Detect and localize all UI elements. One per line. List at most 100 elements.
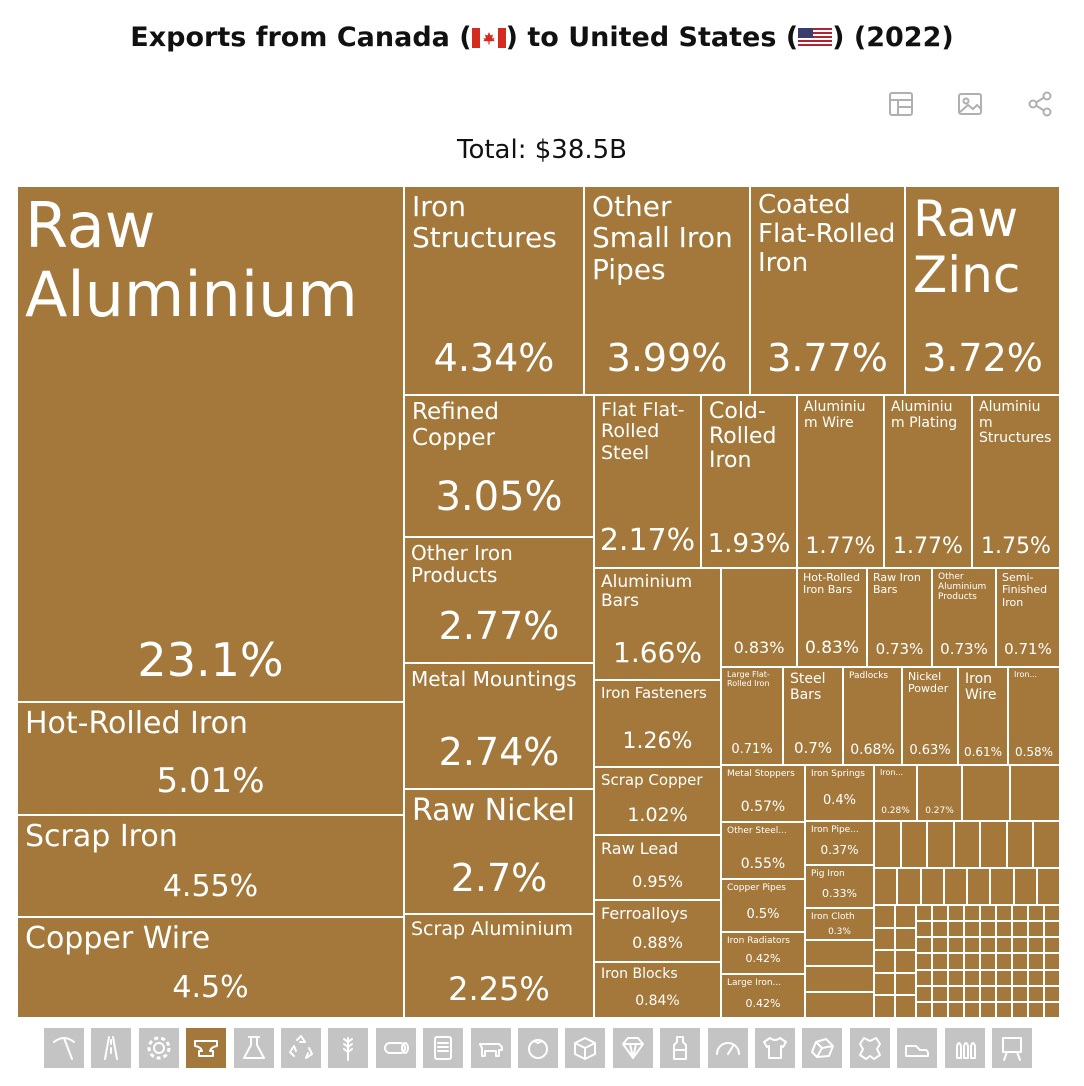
treemap-tile-item-45[interactable]: 0.27% (917, 765, 962, 821)
treemap-tile-small[interactable] (932, 985, 948, 1002)
treemap-tile-small[interactable] (948, 921, 964, 938)
treemap-tile-small[interactable] (980, 1001, 996, 1018)
treemap-tile-small[interactable] (964, 1001, 980, 1018)
treemap-tile-small[interactable] (805, 940, 874, 966)
treemap-tile-small[interactable] (874, 972, 895, 996)
treemap-tile-small[interactable] (874, 905, 895, 928)
treemap-tile-small[interactable] (980, 969, 996, 986)
treemap-tile-small[interactable] (932, 969, 948, 986)
treemap-tile-small[interactable] (916, 921, 932, 938)
treemap-tile-small[interactable] (916, 905, 932, 922)
treemap-tile-small[interactable] (1010, 765, 1060, 821)
treemap-tile-small[interactable] (980, 921, 996, 938)
treemap-tile-small[interactable] (964, 953, 980, 970)
treemap-tile-raw-aluminium-0[interactable]: Raw Aluminium 23.1% (17, 186, 404, 702)
treemap-tile-small[interactable] (1013, 868, 1037, 905)
treemap-tile-small[interactable] (932, 921, 948, 938)
treemap-tile-aluminium-plating-16[interactable]: Aluminium Plating 1.77% (884, 395, 972, 568)
treemap-tile-other-small-iron-pipes-5[interactable]: Other Small Iron Pipes 3.99% (584, 186, 750, 395)
treemap-tile-small[interactable] (916, 985, 932, 1002)
category-shoe-button[interactable] (897, 1028, 938, 1068)
treemap-tile-small[interactable] (897, 868, 921, 905)
treemap-tile-item-24[interactable]: 0.83% (721, 568, 797, 667)
treemap-tile-metal-mountings-10[interactable]: Metal Mountings 2.74% (404, 663, 594, 789)
treemap-tile-small[interactable] (895, 905, 916, 928)
treemap-tile-other-steel-36[interactable]: Other Steel... 0.55% (721, 822, 805, 879)
treemap-tile-small[interactable] (948, 905, 964, 922)
category-recycle-button[interactable] (281, 1028, 321, 1068)
treemap-tile-small[interactable] (874, 821, 901, 868)
treemap-tile-small[interactable] (916, 969, 932, 986)
treemap-tile-small[interactable] (1028, 921, 1044, 938)
treemap-tile-ferroalloys-22[interactable]: Ferroalloys 0.88% (594, 900, 721, 962)
treemap-tile-small[interactable] (980, 821, 1007, 868)
treemap-tile-flat-flat-rolled-steel-13[interactable]: Flat Flat-Rolled Steel 2.17% (594, 395, 701, 568)
treemap-tile-small[interactable] (916, 937, 932, 954)
category-bullets-button[interactable] (944, 1028, 985, 1068)
treemap-tile-small[interactable] (1044, 985, 1060, 1002)
treemap-tile-steel-bars-30[interactable]: Steel Bars 0.7% (783, 667, 843, 765)
treemap-tile-raw-nickel-11[interactable]: Raw Nickel 2.7% (404, 789, 594, 914)
treemap-tile-small[interactable] (895, 927, 916, 951)
treemap-tile-small[interactable] (996, 969, 1012, 986)
treemap-tile-small[interactable] (932, 1001, 948, 1018)
treemap-tile-small[interactable] (916, 1001, 932, 1018)
category-easel-button[interactable] (992, 1028, 1032, 1068)
treemap-tile-small[interactable] (1006, 821, 1034, 868)
treemap-tile-small[interactable] (1028, 953, 1044, 970)
treemap-tile-raw-lead-21[interactable]: Raw Lead 0.95% (594, 835, 721, 900)
category-shirt-button[interactable] (755, 1028, 795, 1068)
treemap-tile-iron-wire-33[interactable]: Iron Wire 0.61% (958, 667, 1008, 765)
treemap-tile-refined-copper-8[interactable]: Refined Copper 3.05% (404, 395, 594, 537)
treemap-tile-small[interactable] (874, 927, 895, 951)
treemap-tile-other-iron-products-9[interactable]: Other Iron Products 2.77% (404, 537, 594, 663)
treemap-tile-small[interactable] (964, 985, 980, 1002)
category-stone-button[interactable] (802, 1028, 843, 1068)
treemap-tile-cold-rolled-iron-14[interactable]: Cold-Rolled Iron 1.93% (701, 395, 797, 568)
treemap-tile-small[interactable] (990, 868, 1014, 905)
treemap-tile-small[interactable] (948, 937, 964, 954)
category-bottle-button[interactable] (660, 1028, 701, 1068)
treemap-tile-small[interactable] (895, 972, 916, 996)
treemap-tile-small[interactable] (948, 953, 964, 970)
treemap-tile-semi-finished-iron-28[interactable]: Semi-Finished Iron 0.71% (996, 568, 1060, 667)
treemap-tile-iron-springs-40[interactable]: Iron Springs 0.4% (805, 765, 874, 821)
treemap-tile-small[interactable] (1028, 1001, 1044, 1018)
treemap-tile-small[interactable] (996, 921, 1012, 938)
treemap-tile-small[interactable] (1012, 969, 1028, 986)
treemap-tile-small[interactable] (1012, 905, 1028, 922)
treemap-tile-iron-blocks-23[interactable]: Iron Blocks 0.84% (594, 962, 721, 1018)
treemap-tile-small[interactable] (900, 821, 928, 868)
category-document-button[interactable] (423, 1028, 464, 1068)
treemap-tile-small[interactable] (932, 905, 948, 922)
category-diamond-button[interactable] (612, 1028, 653, 1068)
table-icon[interactable] (887, 90, 915, 118)
treemap-tile-aluminium-bars-18[interactable]: Aluminium Bars 1.66% (594, 568, 721, 680)
category-hide-button[interactable] (849, 1028, 890, 1068)
share-icon[interactable] (1026, 90, 1054, 118)
treemap-tile-small[interactable] (996, 937, 1012, 954)
treemap-tile-small[interactable] (1044, 905, 1060, 922)
treemap-tile-small[interactable] (962, 765, 1010, 821)
treemap-tile-small[interactable] (927, 821, 954, 868)
image-icon[interactable] (956, 90, 984, 118)
treemap-tile-small[interactable] (874, 950, 895, 973)
treemap-tile-raw-zinc-7[interactable]: Raw Zinc 3.72% (905, 186, 1060, 395)
category-road-button[interactable] (91, 1028, 132, 1068)
category-anvil-button[interactable] (186, 1028, 227, 1068)
treemap-tile-small[interactable] (1012, 937, 1028, 954)
treemap-tile-small[interactable] (1044, 937, 1060, 954)
treemap-tile-scrap-copper-20[interactable]: Scrap Copper 1.02% (594, 767, 721, 835)
treemap-tile-small[interactable] (895, 950, 916, 973)
treemap-tile-scrap-iron-2[interactable]: Scrap Iron 4.55% (17, 815, 404, 917)
treemap-tile-large-flat-rolled-iron-29[interactable]: Large Flat-Rolled Iron 0.71% (721, 667, 783, 765)
treemap-tile-iron-radiators-38[interactable]: Iron Radiators 0.42% (721, 932, 805, 974)
treemap-tile-iron-34[interactable]: Iron... 0.58% (1008, 667, 1060, 765)
treemap-tile-small[interactable] (895, 995, 916, 1018)
treemap-tile-small[interactable] (996, 985, 1012, 1002)
treemap-tile-metal-stoppers-35[interactable]: Metal Stoppers 0.57% (721, 765, 805, 822)
treemap-tile-small[interactable] (1012, 921, 1028, 938)
category-wheat-button[interactable] (328, 1028, 369, 1068)
treemap-tile-aluminium-wire-15[interactable]: Aluminium Wire 1.77% (797, 395, 884, 568)
treemap-tile-small[interactable] (964, 905, 980, 922)
